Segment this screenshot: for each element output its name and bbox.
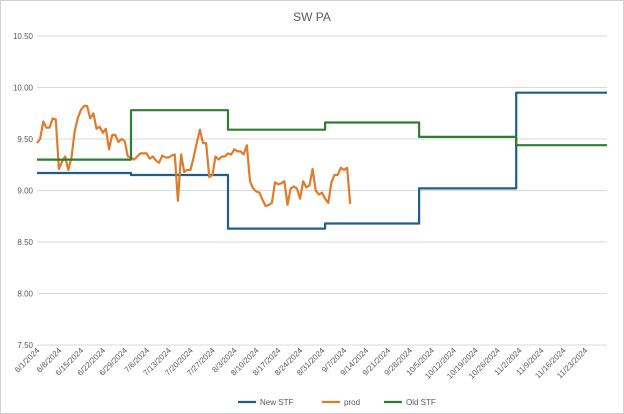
series-line-prod: [36, 104, 352, 208]
y-tick-label: 9.00: [17, 187, 33, 196]
y-axis-ticks: 7.50 8.00 8.50 9.00 9.50 10.00 10.50: [13, 32, 34, 350]
gridlines: [37, 35, 607, 346]
y-tick-label: 8.50: [17, 238, 33, 247]
y-tick-label: 7.50: [17, 341, 33, 350]
y-tick-label: 10.00: [13, 84, 34, 93]
chart-title: SW PA: [293, 10, 331, 24]
y-tick-label: 9.50: [17, 135, 33, 144]
legend: New STF prod Old STF: [238, 398, 436, 407]
series-line-new-stf: [37, 91, 607, 230]
legend-label: Old STF: [406, 398, 436, 407]
series-lines: [36, 91, 607, 230]
legend-label: prod: [344, 398, 360, 407]
y-tick-label: 10.50: [13, 32, 34, 41]
y-tick-label: 8.00: [17, 290, 33, 299]
legend-label: New STF: [260, 398, 293, 407]
series-line-old-stf: [37, 109, 607, 161]
x-axis-ticks: 6/1/20246/8/20246/15/20246/22/20246/29/2…: [13, 346, 590, 381]
